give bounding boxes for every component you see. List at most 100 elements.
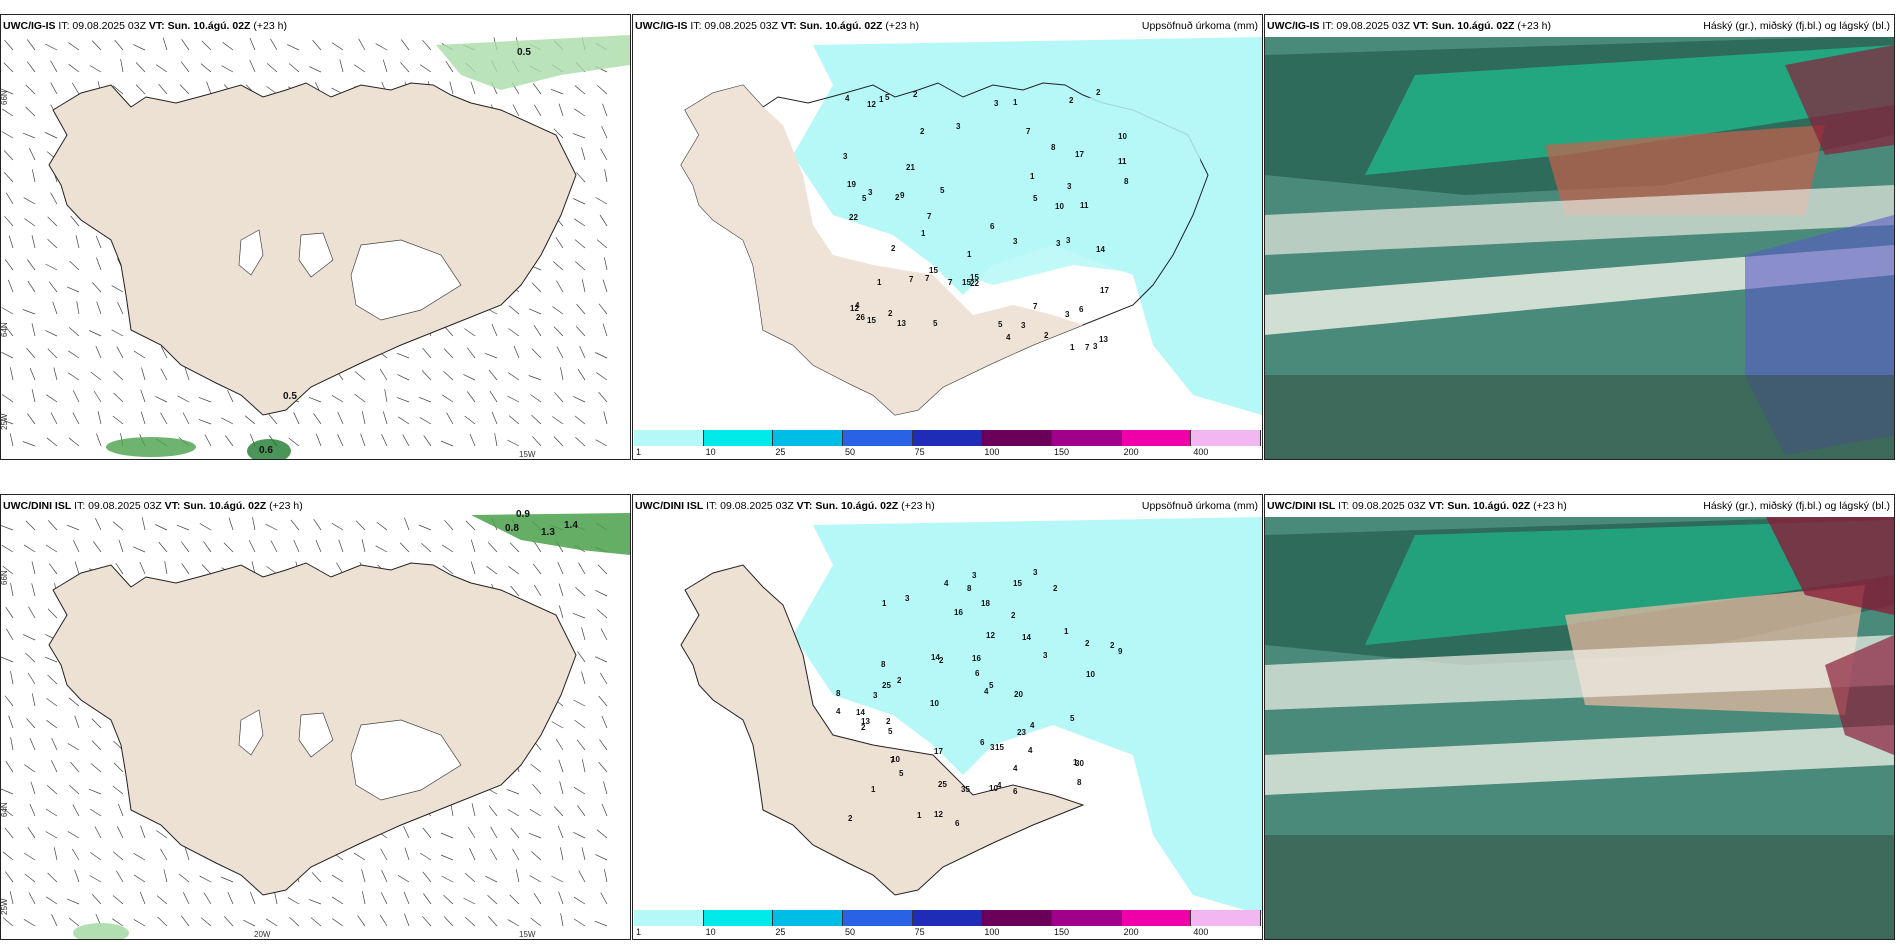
wind-barb (158, 83, 168, 95)
wind-barb (353, 852, 366, 861)
wind-barb (31, 169, 36, 183)
wind-barb (467, 391, 476, 403)
wind-barb (9, 433, 14, 447)
precip-value: 5 (862, 194, 867, 203)
precip-value: 15 (970, 273, 979, 282)
wind-barb (181, 39, 190, 51)
glacier (238, 709, 264, 756)
wind-barb (270, 38, 278, 51)
panel-header: UWC/DINI ISL IT: 09.08.2025 03Z VT: Sun.… (1265, 495, 1894, 517)
precip-value: 15 (929, 266, 938, 275)
wind-barb (25, 84, 36, 95)
wind-barb (445, 61, 454, 73)
precip-value: 3 (905, 594, 910, 603)
wind-map: 0.9 0.8 1.3 1.4 66N 64N 25W 20W 15W (1, 509, 630, 939)
colorbar-tick: 50 (845, 927, 856, 937)
precip-value: 35 (961, 785, 970, 794)
land-dry (681, 85, 1083, 415)
wind-barb (532, 83, 542, 95)
precip-value: 7 (1033, 302, 1038, 311)
wind-barb (379, 368, 388, 381)
wind-barb (331, 522, 344, 531)
wind-barb (530, 763, 542, 773)
wind-barb (199, 875, 212, 883)
cloud-band (1265, 725, 1894, 795)
wind-barb (595, 352, 608, 359)
wind-barb (440, 854, 454, 861)
wind-barb (96, 257, 102, 271)
wind-barb (72, 82, 80, 95)
wind-barb (50, 82, 58, 95)
wind-barb (160, 346, 168, 359)
wind-barb (3, 150, 14, 161)
wind-barb (1, 351, 14, 359)
wind-barb (509, 894, 520, 905)
wind-barb (464, 415, 476, 425)
wind-barb (469, 848, 476, 861)
precip-value: 3 (1021, 321, 1026, 330)
glacier (298, 232, 334, 278)
wind-barb (420, 64, 432, 73)
precip-value: 2 (1053, 584, 1058, 593)
wind-barb (310, 917, 322, 927)
wind-barb (597, 564, 608, 575)
wind-barb (274, 891, 278, 905)
wind-barb (287, 897, 300, 905)
wind-barb (74, 715, 80, 729)
wind-barb (508, 415, 520, 425)
wind-barb (27, 280, 36, 293)
wind-barb (396, 397, 410, 403)
colorbar-tick: 150 (1054, 927, 1070, 937)
wind-barb (220, 876, 234, 883)
wind-barb (45, 831, 58, 839)
wind-barb (598, 695, 608, 707)
wind-barb (225, 435, 234, 447)
wind-barb (600, 672, 608, 685)
wind-barb (4, 695, 14, 707)
wind-barb (573, 896, 586, 905)
wind-barb (421, 542, 432, 553)
wind-barb (572, 612, 586, 619)
wind-barb (95, 345, 102, 359)
wind-number: 0.9 (516, 509, 530, 520)
wind-barb (313, 519, 322, 531)
precip-value: 6 (1013, 787, 1018, 796)
wind-barb (91, 894, 102, 905)
wind-barb (206, 81, 212, 95)
wind-barb (26, 718, 36, 729)
colorbar-tick: 400 (1193, 927, 1209, 937)
wind-barb (401, 39, 410, 51)
precip-value: 22 (849, 213, 858, 222)
wind-barb (177, 395, 190, 403)
wind-barb (552, 416, 564, 425)
precip-value: 17 (1075, 150, 1084, 159)
wind-barb (603, 781, 608, 795)
wind-barb (404, 847, 410, 861)
wind-barb (553, 806, 564, 817)
precip-value: 25 (882, 681, 891, 690)
wind-barb (179, 84, 190, 95)
precip-value: 23 (1017, 728, 1026, 737)
precip-value: 4 (1030, 721, 1035, 730)
wind-barb (488, 369, 498, 381)
wind-barb (604, 169, 608, 183)
precip-value: 2 (886, 717, 891, 726)
wind-barb (111, 329, 124, 337)
precip-value: 2 (1069, 96, 1074, 105)
wind-barb (221, 417, 234, 425)
wind-barb (46, 437, 58, 447)
precip-value: 3 (972, 571, 977, 580)
colorbar-swatch (1052, 430, 1122, 446)
wind-barb (140, 411, 146, 425)
wind-barb (227, 891, 234, 905)
precip-value: 14 (856, 708, 865, 717)
wind-barb (46, 394, 58, 403)
wind-barb (51, 914, 58, 927)
wind-barb (581, 847, 586, 861)
precip-value: 3 (868, 188, 873, 197)
wind-barb (200, 63, 212, 73)
wind-barb (265, 523, 278, 531)
wind-barb (133, 853, 146, 861)
colorbar-swatch (982, 910, 1052, 926)
wind-barb (46, 698, 58, 707)
